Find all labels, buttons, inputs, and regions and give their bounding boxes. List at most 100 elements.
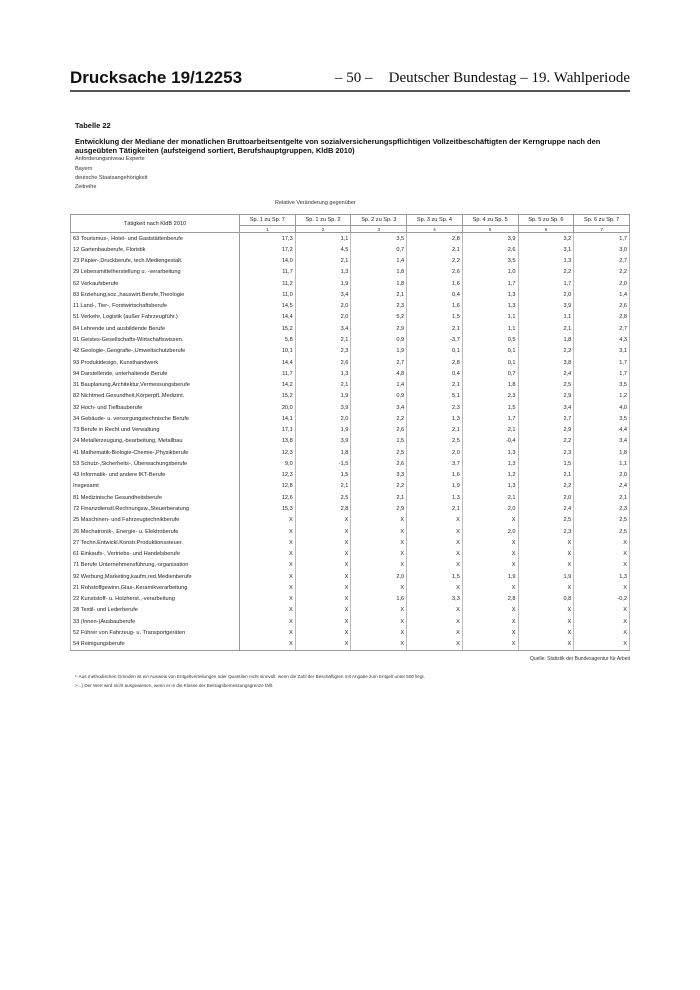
cell-value: 2,0 xyxy=(461,525,519,538)
row-label: 53 Schutz-,Sicherheits-, Überwachungsber… xyxy=(70,458,240,470)
cell-value: 2,8 xyxy=(573,311,630,324)
cell-value: 2,1 xyxy=(573,492,630,504)
cell-value: X xyxy=(461,548,519,560)
cell-value: 2,0 xyxy=(350,570,408,583)
cell-value: 17,2 xyxy=(239,244,296,256)
cell-value: 2,0 xyxy=(406,447,463,459)
cell-value: 1,3 xyxy=(517,255,575,267)
footnote: >...) Der Wert wird nicht ausgewiesen, w… xyxy=(75,683,274,688)
cell-value: 1,3 xyxy=(573,570,630,583)
cell-value: 9,0 xyxy=(239,458,296,470)
cell-value: 0,1 xyxy=(406,345,463,357)
cell-value: 1,1 xyxy=(461,311,519,324)
cell-value: X xyxy=(239,604,296,617)
cell-value: 1,7 xyxy=(573,368,630,380)
table-row: 94 Darstellende, unterhaltende Berufe 11,… xyxy=(70,368,630,380)
cell-value: 13,8 xyxy=(239,435,296,448)
column-header-activity: Tätigkeit nach KldB 2010 xyxy=(70,214,240,233)
cell-value: 2,1 xyxy=(294,480,352,493)
cell-value: -0,4 xyxy=(461,435,519,448)
cell-value: 3,9 xyxy=(461,232,519,245)
cell-value: 0,8 xyxy=(517,593,575,605)
cell-value: X xyxy=(573,582,630,594)
cell-value: -1,5 xyxy=(294,458,352,470)
cell-value: 2,9 xyxy=(350,503,408,515)
cell-value: 2,8 xyxy=(406,356,463,369)
cell-value: 2,0 xyxy=(573,278,630,290)
column-header: Sp. 4 zu Sp. 5 xyxy=(461,214,519,226)
cell-value: 3,5 xyxy=(350,232,408,245)
cell-value: 2,1 xyxy=(517,323,575,335)
cell-value: 2,2 xyxy=(517,480,575,493)
column-header: Sp. 1 zu Sp. 7 xyxy=(239,214,296,226)
cell-value: 1,5 xyxy=(461,401,519,414)
table-row: 31 Bauplanung,Architektur,Vermessungsber… xyxy=(70,379,630,391)
cell-value: 5,2 xyxy=(350,311,408,324)
cell-value: 0,9 xyxy=(350,334,408,346)
cell-value: 11,2 xyxy=(239,278,296,290)
table-body: 63 Tourismus-, Hotel- und Gaststättenber… xyxy=(70,232,630,651)
cell-value: 5,1 xyxy=(406,390,463,402)
cell-value: 2,1 xyxy=(350,289,408,301)
cell-value: X xyxy=(461,582,519,594)
column-number: 7 xyxy=(573,225,630,233)
page-number: – 50 – xyxy=(335,70,373,86)
cell-value: 1,8 xyxy=(350,278,408,290)
cell-value: 15,2 xyxy=(239,323,296,335)
cell-value: X xyxy=(461,537,519,549)
table-row: 42 Geologie-,Geografie-,Umweltschutzberu… xyxy=(70,345,630,357)
cell-value: 12,8 xyxy=(239,480,296,493)
cell-value: 3,0 xyxy=(573,244,630,256)
cell-value: X xyxy=(573,616,630,628)
cell-value: X xyxy=(517,627,575,639)
row-label: 63 Tourismus-, Hotel- und Gaststättenber… xyxy=(70,232,240,245)
cell-value: 3,1 xyxy=(573,345,630,357)
cell-value: 1,8 xyxy=(573,447,630,459)
cell-value: 2,6 xyxy=(461,244,519,256)
table-row: 29 Lebensmittelherstellung u. -verarbeit… xyxy=(70,266,630,279)
cell-value: 3,2 xyxy=(517,232,575,245)
cell-value: X xyxy=(406,627,463,639)
meta-line: Anforderungsniveau Experte xyxy=(75,156,145,162)
cell-value: X xyxy=(294,559,352,571)
cell-value: 3,4 xyxy=(350,401,408,414)
row-label: 22 Kunststoff- u. Holzherst.,-verarbeitu… xyxy=(70,593,240,605)
meta-line: Bayern xyxy=(75,166,93,172)
cell-value: 1,7 xyxy=(461,413,519,425)
table-row: 82 Nichtmed.Gesundheit,Körperpfl.,Medizi… xyxy=(70,390,630,402)
cell-value: 2,9 xyxy=(517,390,575,402)
cell-value: X xyxy=(350,559,408,571)
cell-value: X xyxy=(573,548,630,560)
cell-value: 0,1 xyxy=(461,345,519,357)
cell-value: 5,8 xyxy=(239,334,296,346)
row-label: 32 Hoch- und Tiefbauberufe xyxy=(70,401,240,414)
table-row: 93 Produktdesign, Kunsthandwerk 14,4 2,6 2,… xyxy=(70,356,630,369)
cell-value: X xyxy=(294,627,352,639)
cell-value: 3,8 xyxy=(517,356,575,369)
cell-value: 1,3 xyxy=(461,480,519,493)
cell-value: 3,4 xyxy=(517,401,575,414)
cell-value: 2,0 xyxy=(461,503,519,515)
cell-value: 3,9 xyxy=(517,300,575,312)
cell-value: 11,0 xyxy=(239,289,296,301)
cell-value: X xyxy=(294,593,352,605)
cell-value: 14,4 xyxy=(239,356,296,369)
row-label: 27 Techn.Entwickl.Konstr.Produktionssteu… xyxy=(70,537,240,549)
cell-value: 20,0 xyxy=(239,401,296,414)
cell-value: 2,4 xyxy=(517,368,575,380)
table-row: 25 Maschinen- und Fahrzeugtechnikberufe X… xyxy=(70,514,630,526)
table-label: Tabelle 22 xyxy=(75,121,111,130)
row-label: 42 Geologie-,Geografie-,Umweltschutzberu… xyxy=(70,345,240,357)
row-label: 52 Führer von Fahrzeug- u. Transportgerä… xyxy=(70,627,240,639)
cell-value: 1,5 xyxy=(350,435,408,448)
cell-value: 1,8 xyxy=(350,266,408,279)
column-number: 3 xyxy=(350,225,408,233)
table-title: Entwicklung der Mediane der monatlichen … xyxy=(75,137,601,155)
footnote: ¹⁾ Aus methodischen Gründen ist ein Ausw… xyxy=(75,674,425,679)
cell-value: 2,2 xyxy=(350,413,408,425)
cell-value: 3,5 xyxy=(461,255,519,267)
cell-value: 0,5 xyxy=(461,334,519,346)
cell-value: X xyxy=(461,638,519,651)
row-label: 72 Finanzdienstl.Rechnungsw.,Steuerberat… xyxy=(70,503,240,515)
row-label: 94 Darstellende, unterhaltende Berufe xyxy=(70,368,240,380)
